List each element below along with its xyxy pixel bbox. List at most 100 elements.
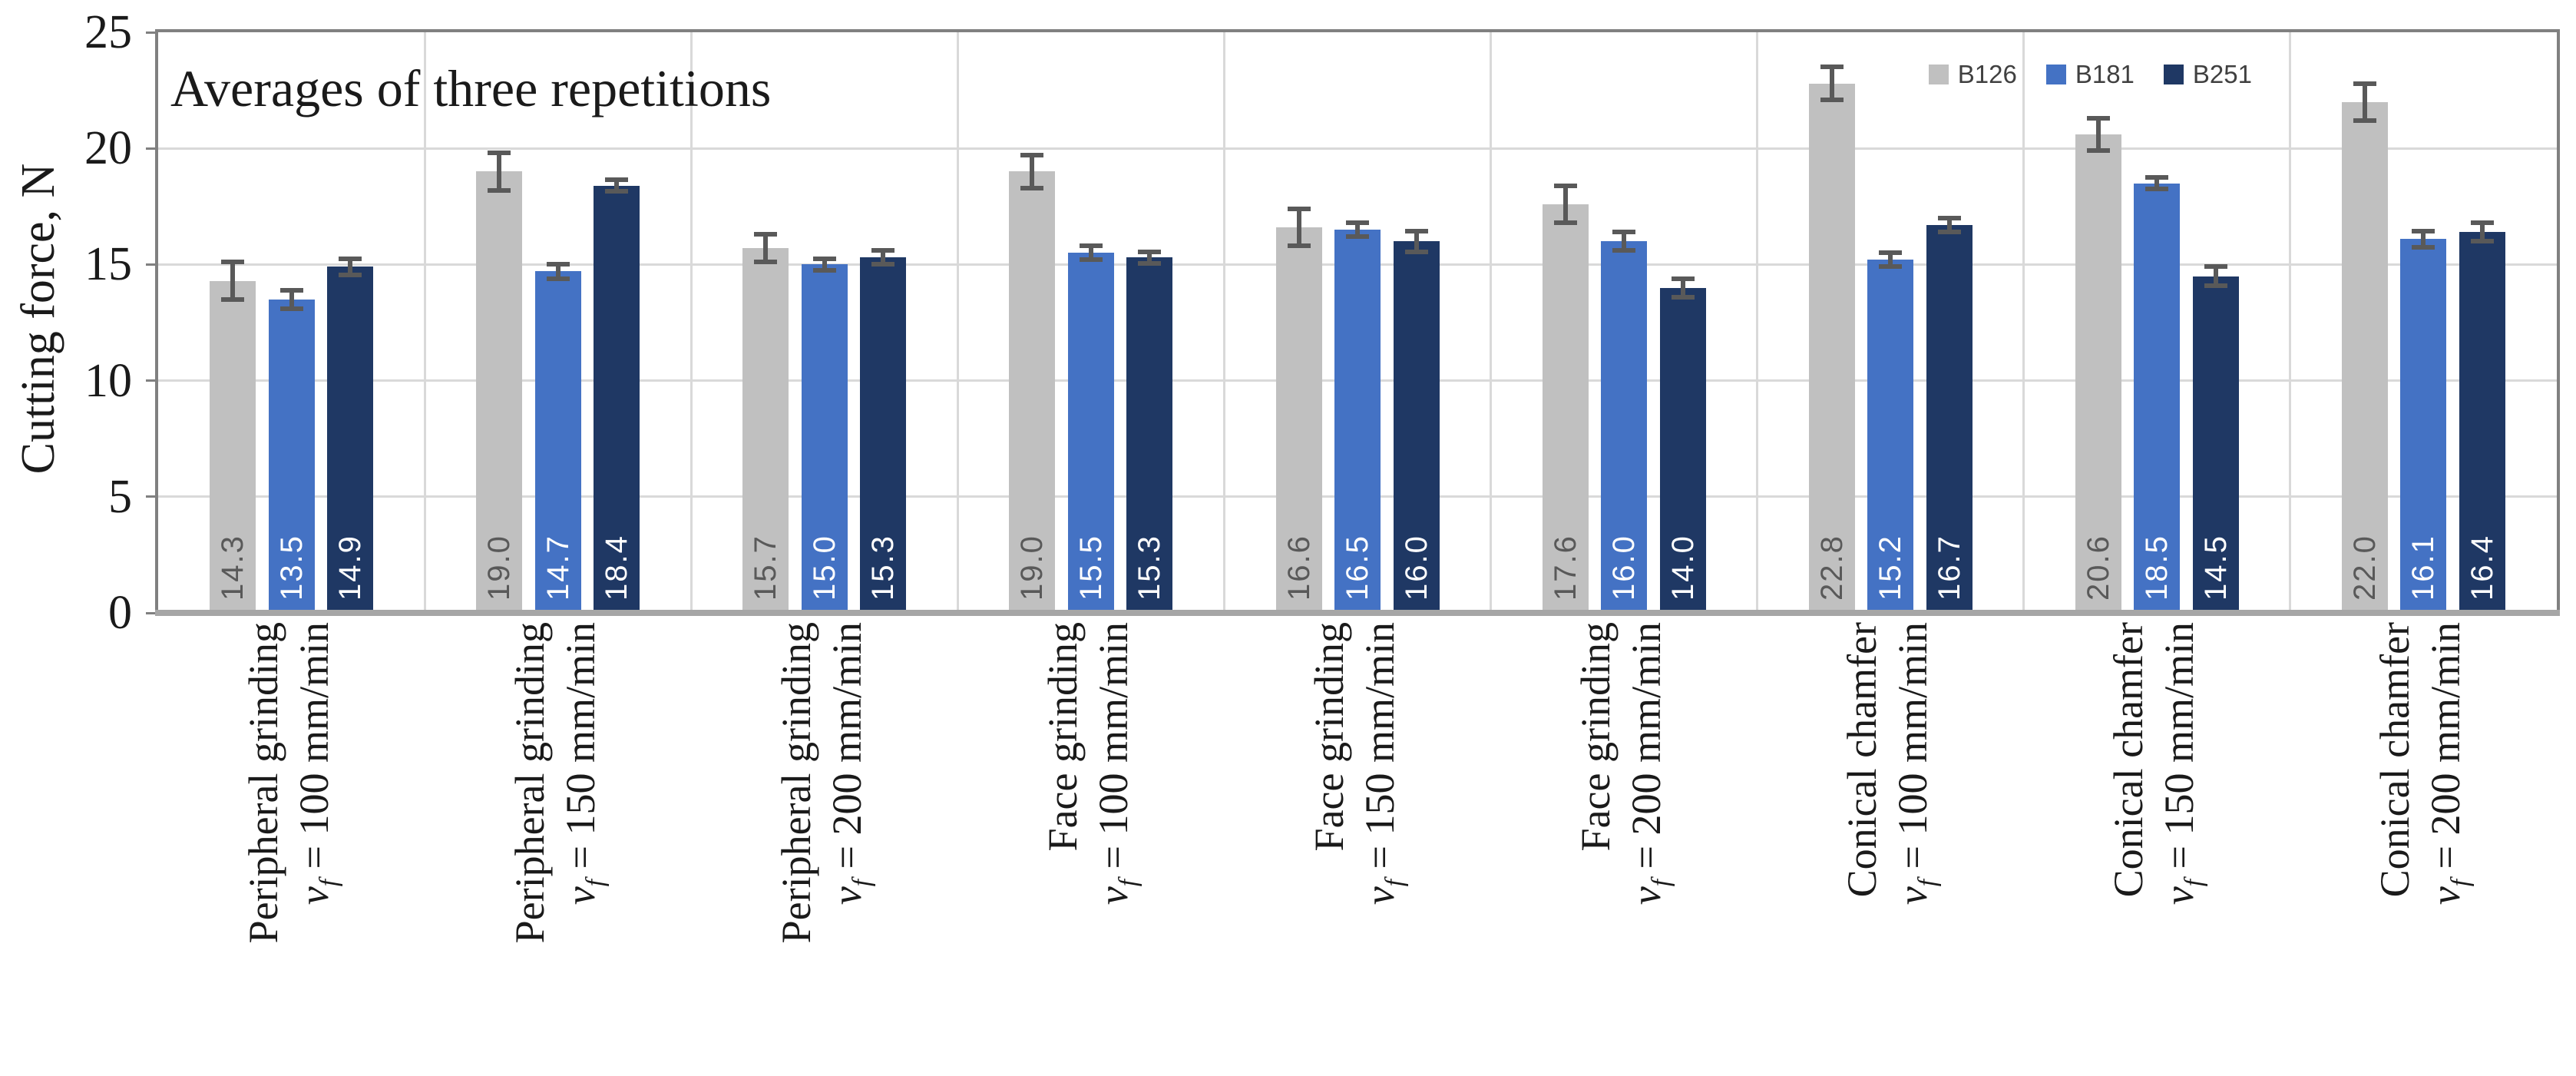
- error-bar-cap-bottom: [2145, 187, 2169, 192]
- feed-rate-symbol: vf: [1890, 879, 1943, 905]
- category-label: Peripheral grinding vf = 150 mm/min: [504, 622, 612, 1068]
- error-bar-cap-bottom: [1346, 234, 1369, 240]
- bar-value-label: 16.7: [1932, 535, 1966, 601]
- error-bar-cap-bottom: [279, 306, 303, 311]
- y-axis-tick: [146, 495, 158, 498]
- bar-B251: [2459, 232, 2505, 613]
- y-axis-tick: [146, 611, 158, 614]
- bar-value-label: 15.7: [749, 535, 783, 601]
- bar-B251: [1926, 224, 1973, 613]
- category-process-line: Face grinding: [1039, 622, 1086, 852]
- error-bar-cap-bottom: [1879, 264, 1903, 270]
- error-bar-cap-bottom: [2204, 283, 2227, 288]
- error-bar: [1671, 276, 1695, 300]
- error-bar-stem: [1088, 243, 1093, 263]
- error-bar-cap-top: [1020, 153, 1044, 158]
- bar-value-label: 22.8: [1814, 535, 1849, 601]
- category-process-line: Conical chamfer: [1839, 622, 1886, 898]
- error-bar-cap-top: [605, 177, 629, 182]
- error-bar-cap-bottom: [339, 273, 362, 278]
- error-bar: [2086, 115, 2110, 154]
- error-bar-cap-top: [339, 256, 362, 261]
- bar-value-label: 14.9: [333, 535, 368, 601]
- bar-B181: [1067, 253, 1114, 613]
- error-bar-cap-bottom: [605, 189, 629, 194]
- category-feed-line: vf = 200 mm/min: [823, 622, 876, 905]
- error-bar-stem: [881, 248, 886, 267]
- error-bar: [1020, 153, 1044, 190]
- category-label: Peripheral grinding vf = 200 mm/min: [771, 622, 878, 1068]
- error-bar-cap-bottom: [1820, 97, 1844, 102]
- error-bar-cap-bottom: [1404, 249, 1428, 254]
- error-bar: [1553, 183, 1577, 225]
- bar-value-label: 16.1: [2406, 535, 2441, 601]
- legend: B126 B181 B251: [1928, 60, 2252, 89]
- group-separator: [1222, 32, 1225, 613]
- category-process-line: Peripheral grinding: [772, 622, 819, 944]
- category-label: Face grinding vf = 150 mm/min: [1304, 622, 1411, 1068]
- error-bar-cap-bottom: [1612, 248, 1636, 253]
- error-bar-stem: [555, 262, 561, 281]
- feed-rate-symbol: vf: [1357, 879, 1409, 905]
- error-bar-stem: [2421, 228, 2426, 250]
- y-tick-label: 15: [84, 238, 132, 291]
- group-separator: [956, 32, 959, 613]
- error-bar-cap-top: [2470, 220, 2494, 225]
- category-label: Conical chamfer vf = 200 mm/min: [2369, 622, 2477, 1068]
- y-axis-tick: [146, 263, 158, 266]
- bar-B251: [1659, 287, 1706, 613]
- bar-B126: [742, 248, 789, 613]
- error-bar-stem: [1829, 65, 1834, 102]
- error-bar-cap-bottom: [546, 276, 570, 281]
- bar-B126: [1808, 83, 1855, 613]
- legend-label: B126: [1957, 60, 2017, 88]
- error-bar-cap-top: [2086, 115, 2110, 121]
- error-bar-stem: [1030, 153, 1035, 190]
- error-bar-stem: [2362, 81, 2367, 123]
- bar-value-label: 15.3: [866, 535, 901, 601]
- error-bar: [2353, 81, 2376, 123]
- bar-B251: [2192, 276, 2239, 613]
- error-bar-stem: [2479, 220, 2485, 244]
- bar-value-label: 19.0: [482, 535, 517, 601]
- y-tick-label: 0: [108, 587, 132, 639]
- bar-B126: [2341, 101, 2388, 613]
- legend-item: B251: [2163, 60, 2252, 89]
- y-axis-tick: [146, 31, 158, 34]
- error-bar-cap-top: [812, 256, 836, 261]
- category-label: Face grinding vf = 100 mm/min: [1037, 622, 1145, 1068]
- error-bar-stem: [614, 177, 620, 194]
- error-bar: [871, 248, 895, 267]
- error-bar-stem: [1355, 220, 1360, 240]
- category-feed-line: vf = 100 mm/min: [290, 622, 343, 905]
- error-bar: [488, 151, 511, 193]
- feed-rate-symbol: vf: [1090, 879, 1143, 905]
- error-bar-stem: [289, 287, 294, 311]
- error-bar-stem: [348, 256, 353, 278]
- error-bar: [2204, 264, 2227, 288]
- plot-border-left: [155, 32, 158, 613]
- error-bar-stem: [1414, 228, 1419, 254]
- bar-value-label: 22.0: [2347, 535, 2382, 601]
- bar-B181: [534, 271, 581, 613]
- error-bar-cap-bottom: [1138, 260, 1162, 266]
- bar-B181: [2400, 239, 2447, 613]
- error-bar-stem: [1622, 230, 1627, 253]
- error-bar: [1404, 228, 1428, 254]
- error-bar: [754, 232, 778, 265]
- error-bar-stem: [822, 256, 827, 273]
- group-separator: [423, 32, 426, 613]
- error-bar-cap-top: [1138, 249, 1162, 254]
- error-bar-cap-bottom: [2470, 239, 2494, 244]
- error-bar: [812, 256, 836, 273]
- y-axis-tick: [146, 379, 158, 382]
- bar-value-label: 13.5: [274, 535, 309, 601]
- feed-rate-symbol: vf: [823, 879, 876, 905]
- group-separator: [2289, 32, 2292, 613]
- error-bar: [1138, 249, 1162, 266]
- bar-value-label: 15.0: [807, 535, 842, 601]
- bar-value-label: 15.3: [1133, 535, 1167, 601]
- x-axis-line: [155, 610, 2560, 616]
- chart-title: Averages of three repetitions: [170, 59, 772, 118]
